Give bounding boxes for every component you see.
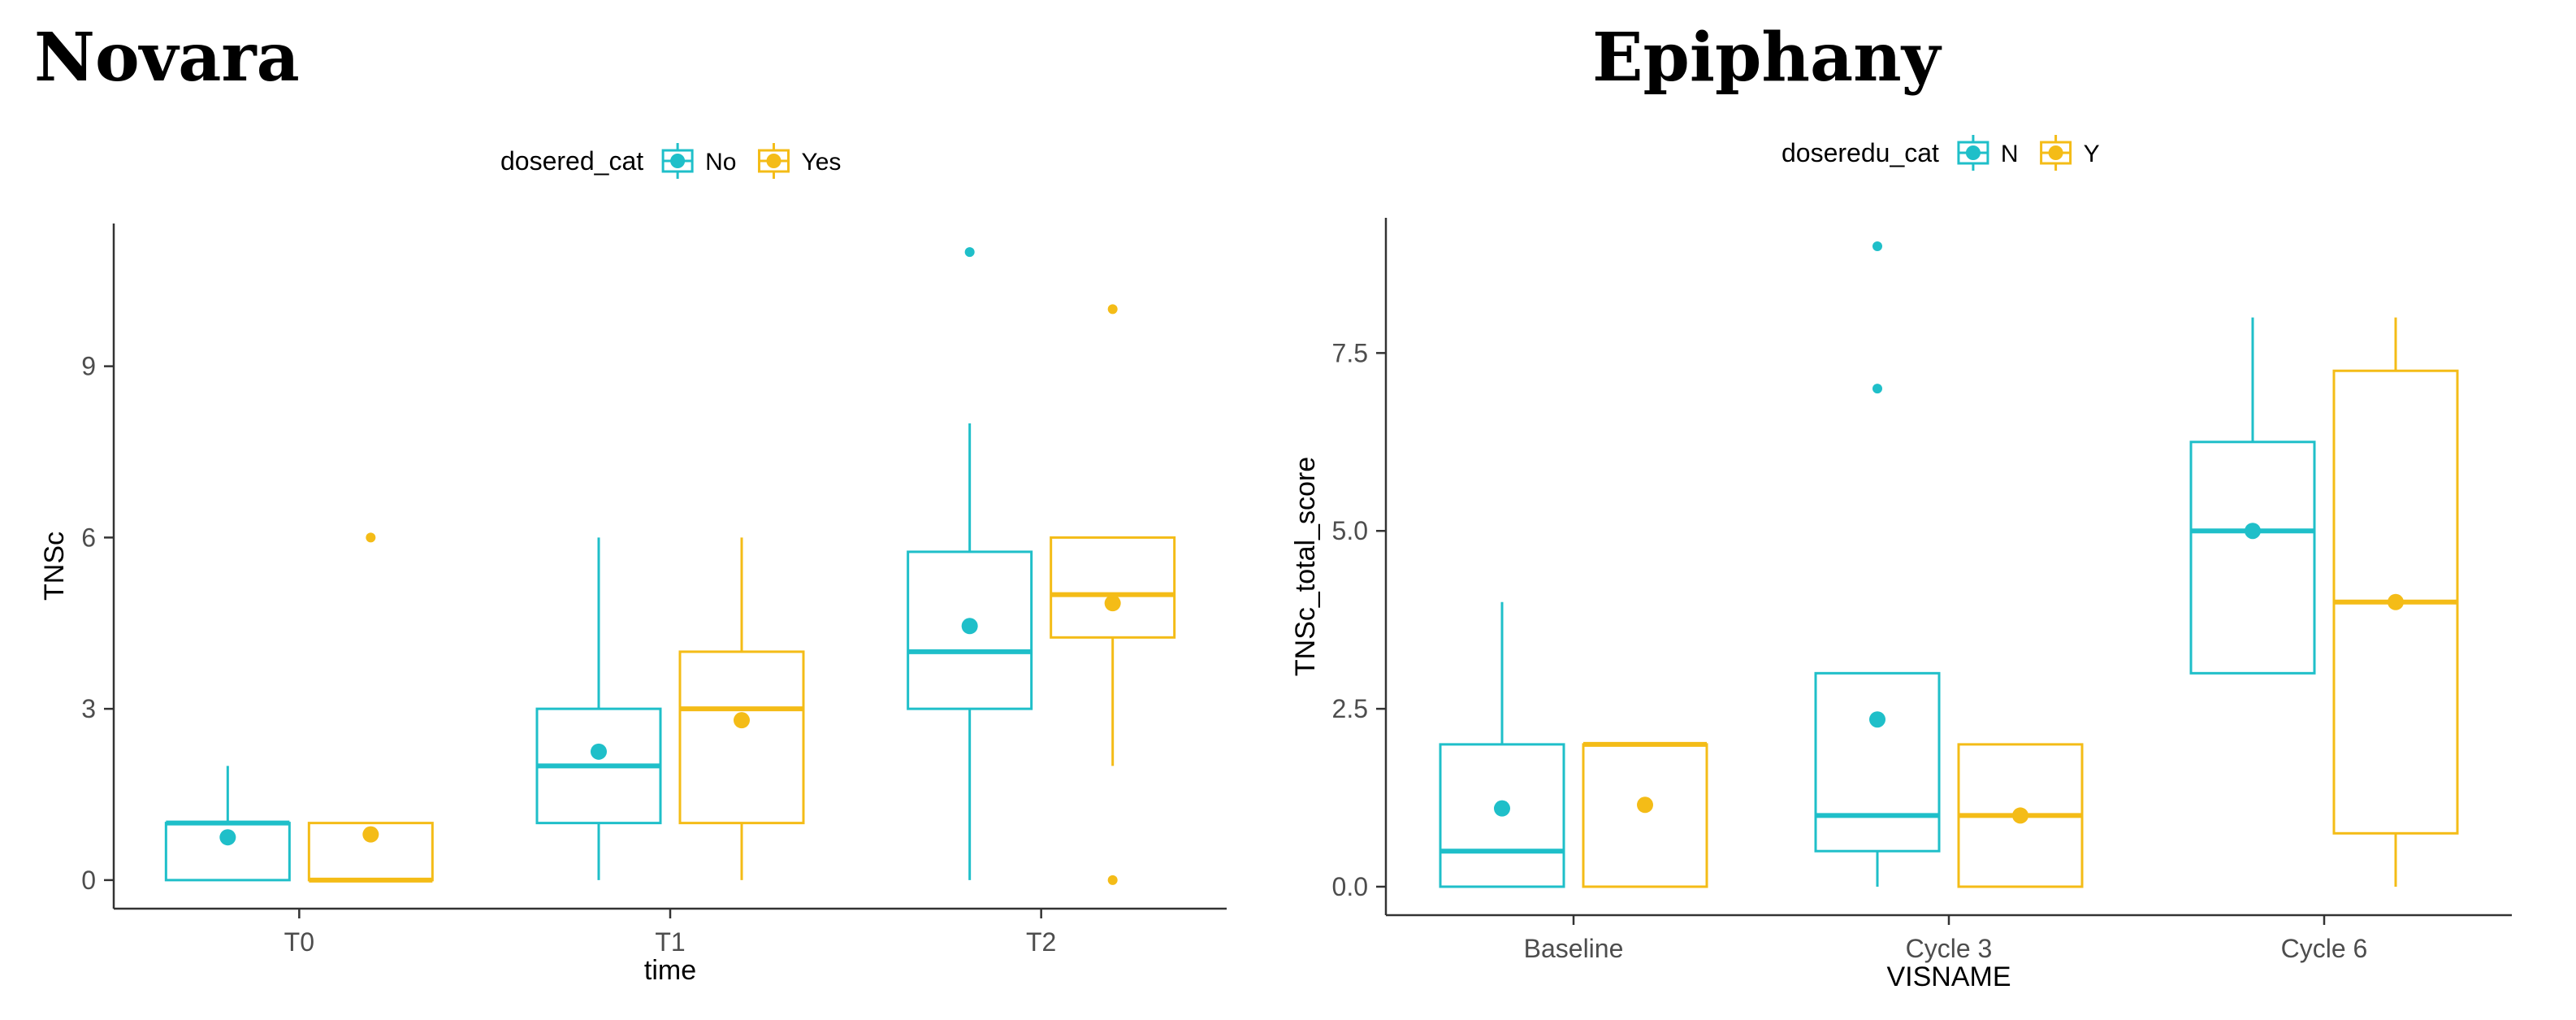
y-tick-label: 6: [81, 523, 96, 552]
x-tick-label: T1: [655, 927, 685, 957]
y-tick-label: 0: [81, 866, 96, 895]
box-N-Cycle 6: [2189, 317, 2316, 675]
y-axis-title: TNSc_total_score: [1290, 457, 1321, 676]
box-Yes-T0: [307, 532, 434, 883]
legend-title: dosered_cat: [500, 146, 643, 176]
mean-point: [219, 829, 236, 846]
y-tick-label: 3: [81, 694, 96, 723]
box-N-Cycle 3: [1814, 241, 1941, 887]
x-tick-label: T2: [1026, 927, 1056, 957]
outlier-point: [1872, 241, 1882, 252]
mean-point: [1637, 796, 1653, 814]
y-tick-label: 5.0: [1332, 516, 1368, 545]
outlier-point: [366, 532, 376, 543]
legend-key-dot: [670, 154, 686, 168]
mean-point: [1869, 711, 1885, 728]
box-iqr: [2189, 441, 2316, 675]
mean-point: [1494, 800, 1510, 817]
legend: doseredu_cat N Y: [1782, 135, 2100, 171]
chart-panel-0: 0 3 6 9 T0 T1 T2 time TNSc dosered_cat No Yes: [39, 143, 1227, 986]
y-axis-title: TNSc: [39, 532, 70, 601]
box-No-T0: [164, 766, 291, 882]
novara-title: Novara: [34, 19, 300, 97]
epiphany-title: Epiphany: [1592, 19, 1941, 97]
x-tick-label: Cycle 3: [1906, 934, 1993, 963]
mean-point: [734, 712, 750, 729]
box-iqr: [907, 550, 1033, 710]
legend-key-dot: [766, 154, 781, 168]
outlier-point: [1107, 875, 1118, 885]
box-Yes-T1: [678, 537, 805, 880]
mean-point: [362, 826, 379, 843]
legend-key-dot: [1965, 145, 1981, 160]
box-Y-Cycle 6: [2332, 317, 2459, 887]
box-iqr: [1439, 743, 1565, 888]
box-iqr: [1582, 743, 1708, 888]
legend-title: doseredu_cat: [1782, 138, 1939, 167]
mean-point: [2012, 807, 2028, 824]
outlier-point: [1107, 304, 1118, 315]
legend-label: Y: [2084, 141, 2100, 167]
mean-point: [1104, 595, 1121, 612]
box-iqr: [678, 650, 805, 825]
chart-panel-1: 0.0 2.5 5.0 7.5 Baseline Cycle 3 Cycle 6 VISNAM…: [1290, 135, 2512, 992]
x-axis-title: VISNAME: [1886, 961, 2011, 992]
x-tick-label: Cycle 6: [2281, 934, 2368, 963]
mean-point: [2388, 593, 2404, 610]
legend-label: Yes: [801, 149, 841, 176]
box-Y-Cycle 3: [1957, 743, 2084, 888]
y-tick-label: 0.0: [1332, 872, 1368, 901]
outlier-point: [964, 247, 975, 258]
box-Y-Baseline: [1582, 741, 1708, 888]
y-tick-label: 7.5: [1332, 338, 1368, 367]
mean-point: [591, 743, 607, 760]
box-N-Baseline: [1439, 601, 1565, 888]
box-iqr: [1050, 536, 1176, 639]
y-tick-label: 2.5: [1332, 694, 1368, 723]
x-tick-label: Baseline: [1524, 934, 1624, 963]
mean-point: [2245, 523, 2261, 540]
mean-point: [961, 618, 978, 635]
outlier-point: [1872, 384, 1882, 394]
y-tick-label: 9: [81, 352, 96, 381]
legend-key-dot: [2048, 145, 2063, 160]
box-No-T1: [535, 537, 662, 880]
box-No-T2: [907, 247, 1033, 880]
x-tick-label: T0: [284, 927, 314, 957]
box-Yes-T2: [1050, 304, 1176, 885]
legend-label: No: [705, 149, 736, 176]
box-iqr: [1814, 671, 1941, 853]
legend: dosered_cat No Yes: [500, 143, 841, 179]
legend-label: N: [2001, 141, 2019, 167]
x-axis-title: time: [644, 955, 696, 986]
